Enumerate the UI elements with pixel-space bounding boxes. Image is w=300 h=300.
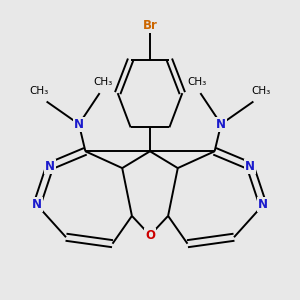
Text: N: N bbox=[45, 160, 55, 173]
Text: CH₃: CH₃ bbox=[29, 86, 49, 96]
Text: Br: Br bbox=[142, 20, 158, 32]
Text: N: N bbox=[32, 198, 42, 212]
Text: O: O bbox=[145, 229, 155, 242]
Text: N: N bbox=[74, 118, 84, 131]
Text: N: N bbox=[258, 198, 268, 212]
Text: CH₃: CH₃ bbox=[251, 86, 271, 96]
Text: N: N bbox=[216, 118, 226, 131]
Text: CH₃: CH₃ bbox=[188, 77, 207, 87]
Text: CH₃: CH₃ bbox=[93, 77, 112, 87]
Text: N: N bbox=[245, 160, 255, 173]
